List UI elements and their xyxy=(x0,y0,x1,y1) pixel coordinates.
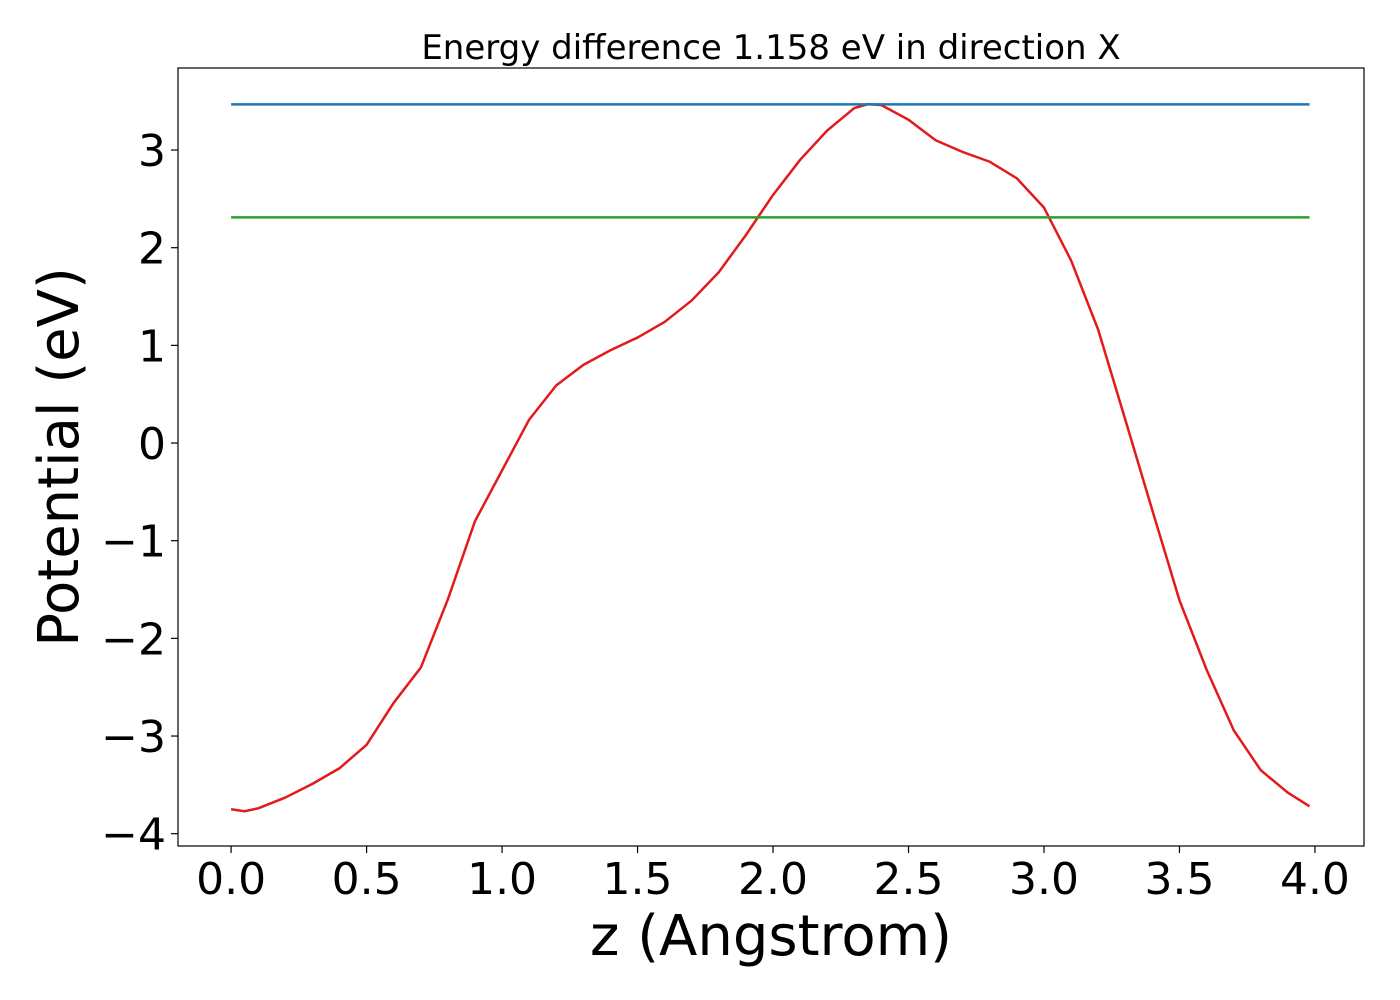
x-tick-label: 0.0 xyxy=(196,854,266,905)
x-tick-label: 1.0 xyxy=(467,854,537,905)
y-tick-label: 2 xyxy=(138,224,166,275)
y-tick-label: −2 xyxy=(101,614,166,665)
y-tick-label: 1 xyxy=(138,321,166,372)
x-tick-label: 0.5 xyxy=(332,854,402,905)
y-tick-label: −3 xyxy=(101,712,166,763)
line-series xyxy=(230,102,1311,813)
y-tick-label: −4 xyxy=(101,810,166,861)
x-tick-label: 4.0 xyxy=(1280,854,1350,905)
y-tick-label: 3 xyxy=(138,126,166,177)
x-tick-label: 2.5 xyxy=(874,854,944,905)
x-axis-label: z (Angstrom) xyxy=(590,904,952,969)
y-tick-label: −1 xyxy=(101,517,166,568)
x-tick-label: 3.5 xyxy=(1144,854,1214,905)
x-tick-label: 2.0 xyxy=(738,854,808,905)
x-tick-label: 1.5 xyxy=(603,854,673,905)
x-tick-label: 3.0 xyxy=(1009,854,1079,905)
y-axis-label: Potential (eV) xyxy=(27,267,92,647)
y-tick-label: 0 xyxy=(138,419,166,470)
chart-title: Energy difference 1.158 eV in direction … xyxy=(421,28,1120,68)
plot-frame xyxy=(177,67,1365,847)
